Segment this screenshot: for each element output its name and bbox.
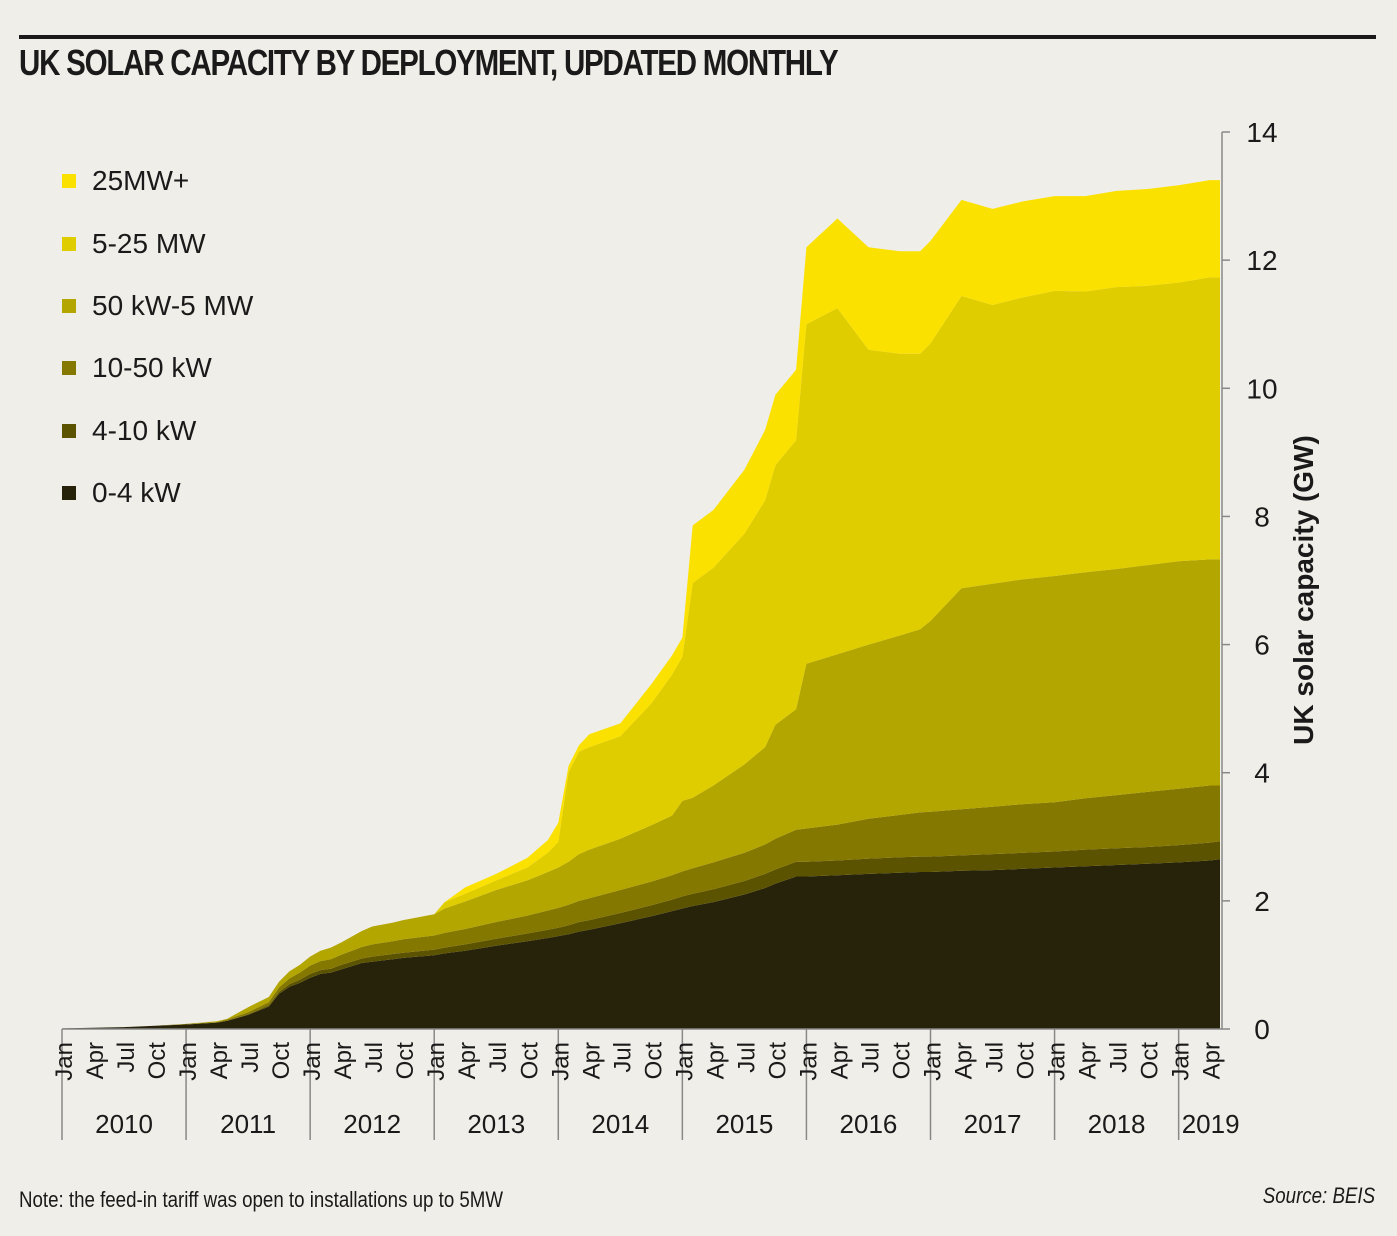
y-tick-label: 12 [1246,245,1277,276]
source-credit: Source: BEIS [1262,1183,1375,1208]
x-month-label: Oct [640,1042,667,1080]
x-month-label: Jan [1168,1042,1195,1081]
area-series-4-10-kw [62,841,1220,1029]
title-rule [19,35,1376,39]
x-year-label: 2011 [220,1109,276,1139]
x-month-label: Jan [175,1042,202,1081]
x-month-label: Oct [1137,1042,1164,1080]
x-month-label: Jul [1106,1042,1133,1073]
x-month-label: Oct [1013,1042,1040,1080]
x-year-label: 2013 [467,1109,525,1139]
area-series-25mw- [62,180,1220,1029]
x-year-label: 2014 [591,1109,649,1139]
legend-label: 4-10 kW [92,414,197,446]
y-axis: 0 2 4 6 8 10 12 14 [1221,117,1278,1045]
x-month-label: Apr [826,1042,853,1079]
area-series-10-50-kw [62,785,1220,1029]
footnote: Note: the feed-in tariff was open to ins… [19,1187,504,1212]
legend-item: 5-25 MW [62,212,253,274]
x-month-label: Apr [454,1042,481,1079]
x-year-label: 2012 [343,1109,401,1139]
legend-swatch [62,486,76,501]
x-month-label: Jul [858,1042,885,1073]
x-month-label: Apr [206,1042,233,1079]
x-month-label: Oct [144,1042,171,1080]
legend-label: 0-4 kW [92,477,181,509]
x-month-label: Jan [51,1042,78,1081]
x-month-label: Apr [1075,1042,1102,1079]
legend-item: 0-4 kW [62,462,253,524]
x-month-label: Jan [920,1042,947,1081]
x-month-label: Jan [547,1042,574,1081]
x-year-label: 2015 [715,1109,773,1139]
y-tick-label: 4 [1254,758,1270,789]
x-month-label: Apr [330,1042,357,1079]
x-month-label: Apr [82,1042,109,1079]
x-year-label: 2010 [95,1109,153,1139]
y-tick-label: 6 [1254,630,1270,661]
x-month-label: Apr [702,1042,729,1079]
x-month-label: Jan [423,1042,450,1081]
legend: 25MW+ 5-25 MW 50 kW-5 MW 10-50 kW 4-10 kW 0-4… [62,150,253,524]
y-tick-label: 10 [1246,373,1277,404]
y-axis-label: UK solar capacity (GW) [1288,435,1319,745]
x-month-label: Apr [951,1042,978,1079]
x-month-label: Jul [609,1042,636,1073]
x-month-label: Oct [268,1042,295,1080]
x-month-label: Oct [516,1042,543,1080]
x-month-label: Jul [733,1042,760,1073]
x-year-label: 2019 [1182,1109,1240,1139]
x-year-label: 2016 [840,1109,898,1139]
area-layers [62,180,1220,1029]
legend-item: 50 kW-5 MW [62,275,253,337]
legend-label: 25MW+ [92,165,190,197]
legend-item: 10-50 kW [62,337,253,399]
x-month-label: Jul [237,1042,264,1073]
legend-label: 5-25 MW [92,227,206,259]
legend-swatch [62,423,76,438]
legend-swatch [62,174,76,189]
x-month-label: Jan [1044,1042,1071,1081]
x-year-label: 2018 [1088,1109,1146,1139]
x-month-label: Oct [764,1042,791,1080]
legend-swatch [62,236,76,251]
x-month-label: Jul [361,1042,388,1073]
y-tick-label: 2 [1254,886,1270,917]
x-month-label: Jul [485,1042,512,1073]
x-month-label: Jul [113,1042,140,1073]
area-series-0-4-kw [62,859,1220,1029]
x-month-label: Jan [671,1042,698,1081]
legend-swatch [62,298,76,313]
y-tick-label: 14 [1246,117,1277,148]
x-month-label: Oct [392,1042,419,1080]
x-month-label: Jan [299,1042,326,1081]
chart-title: UK SOLAR CAPACITY BY DEPLOYMENT, UPDATED… [19,42,839,83]
x-month-label: Jul [982,1042,1009,1073]
y-tick-label: 8 [1254,501,1270,532]
x-year-label: 2017 [964,1109,1022,1139]
legend-swatch [62,361,76,376]
x-month-label: Jan [795,1042,822,1081]
x-month-label: Oct [889,1042,916,1080]
area-series-5-25-mw [62,277,1220,1029]
y-tick-label: 0 [1254,1014,1270,1045]
x-month-label: Apr [1199,1042,1226,1079]
x-month-label: Apr [578,1042,605,1079]
legend-label: 10-50 kW [92,352,212,384]
legend-item: 4-10 kW [62,400,253,462]
area-series-50-kw-5-mw [62,559,1220,1029]
legend-label: 50 kW-5 MW [92,289,254,321]
legend-item: 25MW+ [62,150,253,212]
